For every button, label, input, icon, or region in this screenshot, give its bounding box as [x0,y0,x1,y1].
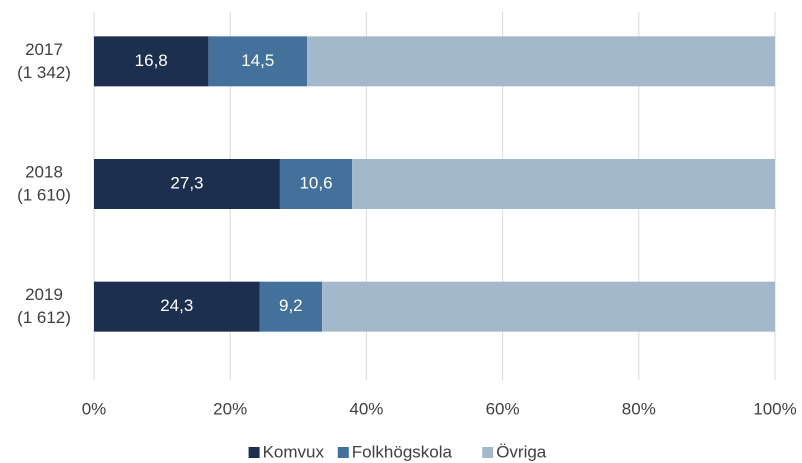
bar-segment [322,281,775,332]
y-tick-label: 2017 [25,40,63,59]
bar-segment [259,281,323,332]
bar-segment [94,281,260,332]
y-tick-label: (1 342) [17,63,71,82]
x-tick-label: 20% [213,399,247,418]
legend-swatch [482,447,494,458]
legend-swatch [337,447,349,458]
legend-swatch [248,447,260,458]
legend-label: Folkhögskola [352,442,453,461]
data-label: 10,6 [299,173,332,192]
bar-segment [279,159,353,209]
y-tick-label: 2019 [25,285,63,304]
data-label: 27,3 [170,173,203,192]
x-tick-label: 100% [753,399,796,418]
data-label: 24,3 [160,296,193,315]
y-tick-label: (1 610) [17,185,71,204]
bar-segment [208,36,308,87]
legend-label: Övriga [496,442,547,461]
bar-segment [352,159,775,209]
data-label: 9,2 [279,296,303,315]
bar-segment [307,36,775,87]
x-tick-label: 80% [622,399,656,418]
x-tick-label: 40% [349,399,383,418]
data-label: 14,5 [241,51,274,70]
bar-segment [94,36,209,87]
x-tick-label: 0% [82,399,107,418]
y-tick-label: 2018 [25,162,63,181]
data-label: 16,8 [135,51,168,70]
y-tick-label: (1 612) [17,308,71,327]
legend-label: Komvux [263,442,325,461]
x-tick-label: 60% [486,399,520,418]
bar-segment [94,159,280,209]
